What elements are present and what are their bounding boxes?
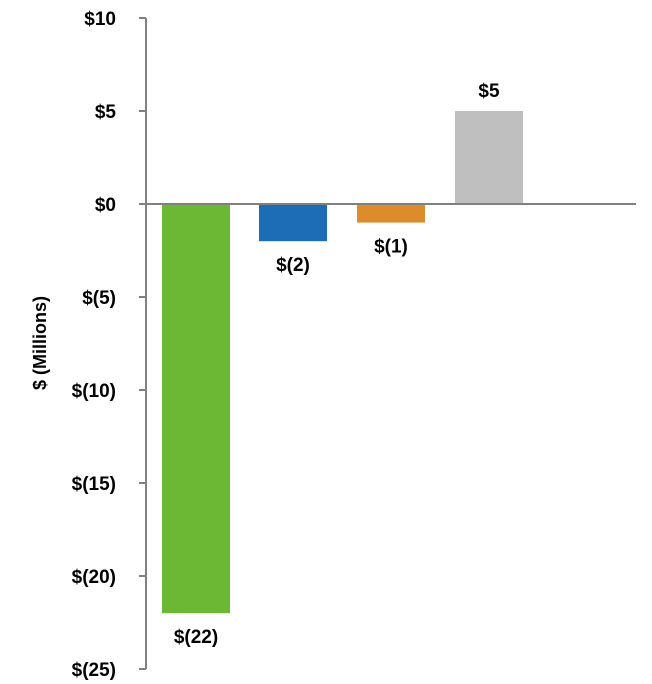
y-tick-label: $(25) [72, 660, 116, 681]
y-axis-label: $ (Millions) [30, 296, 50, 390]
y-tick-label: $0 [95, 195, 116, 216]
bar [162, 204, 230, 614]
y-tick-label: $5 [95, 102, 117, 123]
y-tick-label: $(15) [72, 474, 116, 495]
data-label: $(22) [174, 627, 218, 648]
data-label: $(2) [276, 255, 310, 276]
y-tick-label: $(10) [72, 381, 116, 402]
y-tick-label: $(5) [82, 288, 116, 309]
y-tick-label: $(20) [72, 567, 116, 588]
bar [259, 204, 327, 242]
data-label: $(1) [374, 237, 408, 258]
data-label: $5 [478, 81, 500, 102]
bar [357, 204, 425, 223]
y-tick-label: $10 [84, 9, 116, 30]
bar [455, 111, 523, 204]
